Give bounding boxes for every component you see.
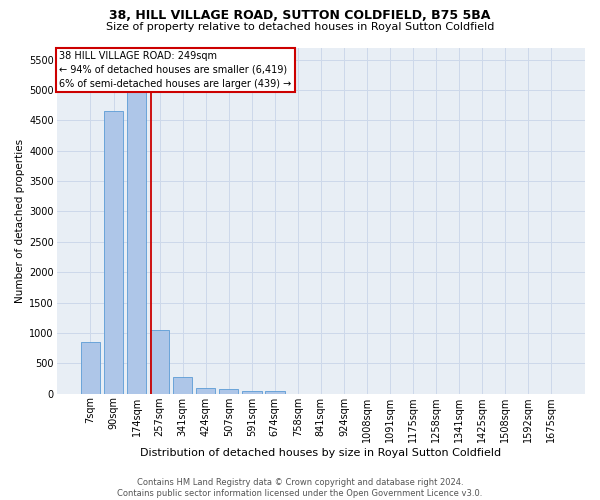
Bar [265,390,284,394]
Text: 38, HILL VILLAGE ROAD, SUTTON COLDFIELD, B75 5BA: 38, HILL VILLAGE ROAD, SUTTON COLDFIELD,… [109,9,491,22]
Bar [127,66,146,394]
Bar [242,390,262,394]
Bar [173,376,193,394]
Bar [219,389,238,394]
X-axis label: Distribution of detached houses by size in Royal Sutton Coldfield: Distribution of detached houses by size … [140,448,502,458]
Text: 38 HILL VILLAGE ROAD: 249sqm
← 94% of detached houses are smaller (6,419)
6% of : 38 HILL VILLAGE ROAD: 249sqm ← 94% of de… [59,51,292,89]
Bar [104,112,124,394]
Y-axis label: Number of detached properties: Number of detached properties [15,138,25,302]
Text: Size of property relative to detached houses in Royal Sutton Coldfield: Size of property relative to detached ho… [106,22,494,32]
Text: Contains HM Land Registry data © Crown copyright and database right 2024.
Contai: Contains HM Land Registry data © Crown c… [118,478,482,498]
Bar [150,330,169,394]
Bar [196,388,215,394]
Bar [81,342,100,394]
